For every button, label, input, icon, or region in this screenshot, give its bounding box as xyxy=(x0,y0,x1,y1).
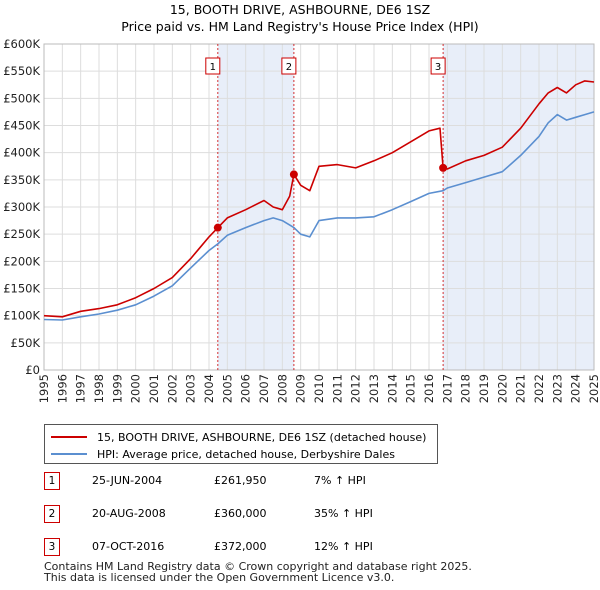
y-tick-label: £600K xyxy=(3,37,40,51)
footer-line-2: This data is licensed under the Open Gov… xyxy=(44,571,395,584)
x-tick-label: 2008 xyxy=(275,374,289,403)
x-tick-label: 2021 xyxy=(514,374,528,403)
sale-badge-label: 3 xyxy=(435,62,441,73)
sale-number-badge: 1 xyxy=(44,472,60,490)
legend-label-property: 15, BOOTH DRIVE, ASHBOURNE, DE6 1SZ (det… xyxy=(97,430,427,444)
hpi-line xyxy=(43,111,595,321)
x-tick-label: 2022 xyxy=(532,374,546,403)
property-price-line xyxy=(43,80,595,318)
sale-points xyxy=(213,163,448,232)
axes xyxy=(43,43,595,371)
x-tick-label: 2003 xyxy=(184,374,198,403)
series-lines xyxy=(43,80,595,321)
y-tick-label: £300K xyxy=(3,200,40,214)
x-tick-label: 1998 xyxy=(92,374,106,403)
x-tick-label: 2013 xyxy=(367,374,381,403)
sale-badge-box xyxy=(205,57,221,75)
title-line-2: Price paid vs. HM Land Registry's House … xyxy=(121,19,479,34)
y-tick-label: £150K xyxy=(3,282,40,296)
x-tick-label: 2018 xyxy=(459,374,473,403)
sale-hpi-change: 35% ↑ HPI xyxy=(314,507,373,520)
y-tick-label: £0 xyxy=(25,363,40,377)
legend-item-property: 15, BOOTH DRIVE, ASHBOURNE, DE6 1SZ (det… xyxy=(51,429,426,445)
x-tick-label: 2016 xyxy=(422,374,436,403)
sale-badge-box xyxy=(430,57,446,75)
x-tick-label: 2012 xyxy=(349,374,363,403)
x-tick-label: 2025 xyxy=(587,374,600,403)
x-tick-label: 2000 xyxy=(129,374,143,403)
legend: 15, BOOTH DRIVE, ASHBOURNE, DE6 1SZ (det… xyxy=(44,424,438,464)
sale-hpi-change: 7% ↑ HPI xyxy=(314,474,366,487)
sale-date: 25-JUN-2004 xyxy=(92,474,163,487)
y-tick-label: £200K xyxy=(3,254,40,268)
x-tick-label: 2010 xyxy=(312,374,326,403)
x-tick-label: 2001 xyxy=(147,374,161,403)
y-tick-label: £350K xyxy=(3,173,40,187)
sale-badge-label: 2 xyxy=(286,62,292,73)
x-tick-label: 1995 xyxy=(37,374,51,403)
sale-row: 3 07-OCT-2016 £372,000 12% ↑ HPI xyxy=(44,538,404,556)
x-tick-label: 2024 xyxy=(569,374,583,403)
x-tick-label: 2006 xyxy=(239,374,253,403)
plot-frame xyxy=(43,43,595,371)
sale-price: £372,000 xyxy=(214,540,267,553)
x-tick-label: 2009 xyxy=(294,374,308,403)
y-tick-label: £450K xyxy=(3,119,40,133)
sale-number-badge: 3 xyxy=(44,538,60,556)
x-tick-label: 1997 xyxy=(74,374,88,403)
x-tick-label: 2014 xyxy=(385,374,399,403)
sale-point xyxy=(289,170,298,179)
sale-row: 1 25-JUN-2004 £261,950 7% ↑ HPI xyxy=(44,472,404,490)
x-tick-label: 1996 xyxy=(55,374,69,403)
chart-title: 15, BOOTH DRIVE, ASHBOURNE, DE6 1SZ Pric… xyxy=(0,1,600,35)
x-tick-label: 1999 xyxy=(110,374,124,403)
sale-row: 2 20-AUG-2008 £360,000 35% ↑ HPI xyxy=(44,505,404,523)
y-tick-label: £550K xyxy=(3,64,40,78)
legend-swatch-hpi xyxy=(51,453,87,455)
x-tick-label: 2020 xyxy=(495,374,509,403)
x-tick-label: 2019 xyxy=(477,374,491,403)
sale-date: 20-AUG-2008 xyxy=(92,507,166,520)
legend-swatch-property xyxy=(51,436,87,438)
price-chart: 1 2 3 £0 £50K £100K £150K £200K £250K £300K £350K… xyxy=(3,37,600,403)
sale-point xyxy=(213,223,222,232)
x-tick-label: 2015 xyxy=(404,374,418,403)
x-tick-label: 2004 xyxy=(202,374,216,403)
sale-number-badge: 2 xyxy=(44,505,60,523)
sale-date: 07-OCT-2016 xyxy=(92,540,165,553)
x-tick-label: 2005 xyxy=(220,374,234,403)
y-tick-label: £50K xyxy=(11,336,41,350)
sale-badge-box xyxy=(281,57,297,75)
x-tick-label: 2023 xyxy=(550,374,564,403)
x-tick-labels: 1995 1996 1997 1998 1999 2000 2001 2002 2003 2004… xyxy=(37,374,600,403)
y-tick-labels: £0 £50K £100K £150K £200K £250K £300K £350K £400… xyxy=(3,37,40,377)
title-line-1: 15, BOOTH DRIVE, ASHBOURNE, DE6 1SZ xyxy=(169,2,431,17)
footer-line-1: Contains HM Land Registry data © Crown c… xyxy=(44,560,472,573)
sale-price: £360,000 xyxy=(214,507,267,520)
x-tick-label: 2011 xyxy=(330,374,344,403)
sale-point xyxy=(439,163,448,172)
sale-badges: 1 2 3 xyxy=(205,57,446,75)
sale-badge-label: 1 xyxy=(210,62,216,73)
y-tick-label: £250K xyxy=(3,227,40,241)
y-tick-label: £500K xyxy=(3,91,40,105)
x-tick-label: 2002 xyxy=(165,374,179,403)
y-tick-label: £400K xyxy=(3,146,40,160)
legend-item-hpi: HPI: Average price, detached house, Derb… xyxy=(51,446,395,462)
sale-price: £261,950 xyxy=(214,474,267,487)
y-tick-label: £100K xyxy=(3,309,40,323)
sale-hpi-change: 12% ↑ HPI xyxy=(314,540,373,553)
x-tick-label: 2017 xyxy=(440,374,454,403)
legend-label-hpi: HPI: Average price, detached house, Derb… xyxy=(97,447,395,461)
x-tick-label: 2007 xyxy=(257,374,271,403)
footer: Contains HM Land Registry data © Crown c… xyxy=(44,561,472,583)
